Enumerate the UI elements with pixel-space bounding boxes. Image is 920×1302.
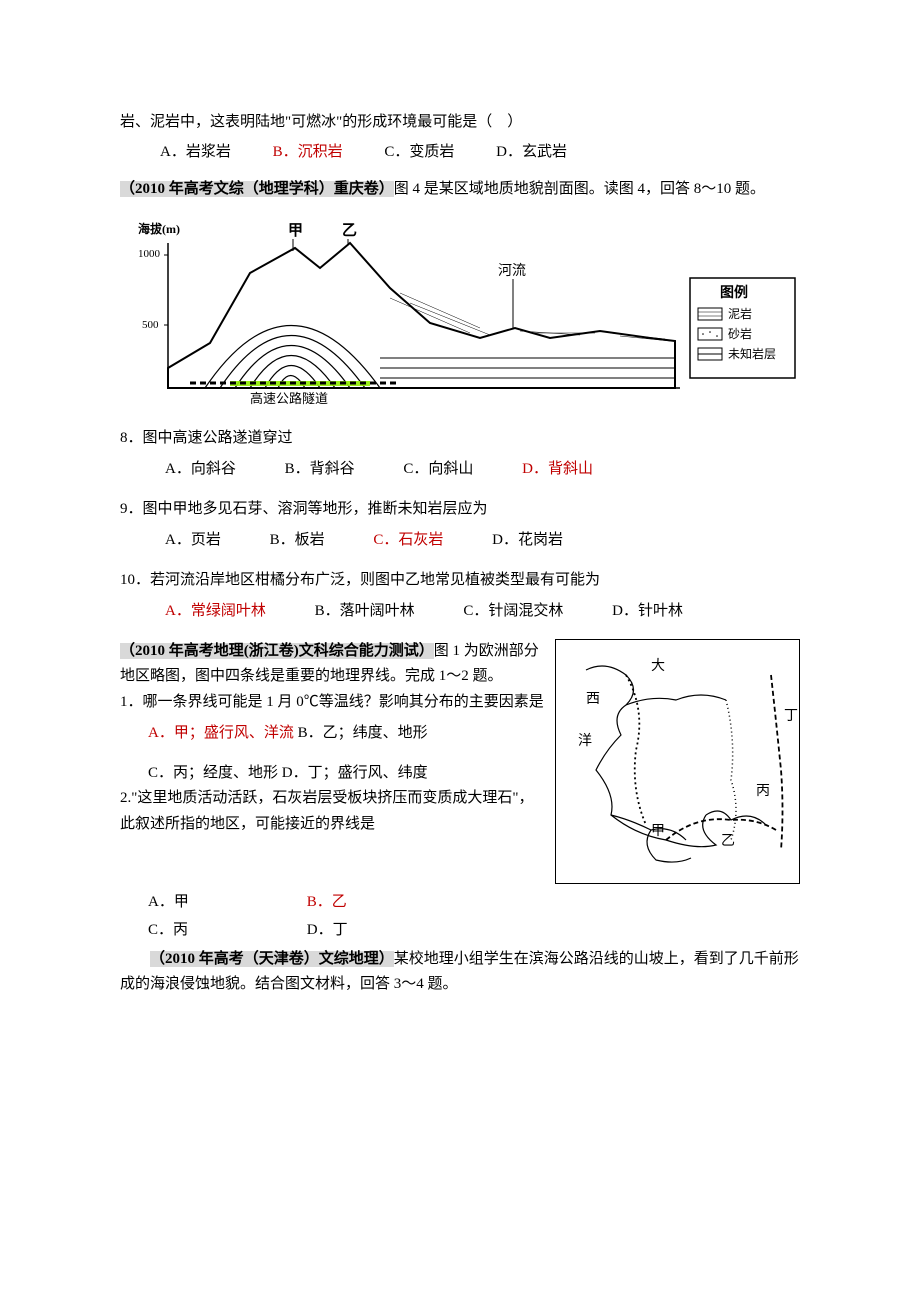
q9-opts: A．页岩 B．板岩 C．石灰岩 D．花岗岩 bbox=[120, 528, 800, 554]
map-label-ding: 丁 bbox=[784, 709, 798, 724]
q10: 10．若河流沿岸地区柑橘分布广泛，则图中乙地常见植被类型最有可能为 A．常绿阔叶… bbox=[120, 568, 800, 625]
map-label-bing: 丙 bbox=[756, 784, 770, 799]
intro-options: A．岩浆岩 B．沉积岩 C．变质岩 D．玄武岩 bbox=[120, 140, 800, 166]
q8-d: D．背斜山 bbox=[522, 461, 593, 477]
map-label-xi: 西 bbox=[586, 692, 600, 707]
intro-opt-a: A．岩浆岩 bbox=[160, 144, 231, 160]
q8-stem: 8．图中高速公路遂道穿过 bbox=[120, 426, 800, 452]
zhejiang-source: （2010 年高考地理(浙江卷)文科综合能力测试） bbox=[120, 643, 434, 659]
label-river: 河流 bbox=[498, 263, 526, 279]
label-tunnel: 高速公路隧道 bbox=[250, 391, 328, 406]
legend-item-2: 砂岩 bbox=[728, 326, 752, 341]
q1-a: A．甲；盛行风、洋流 bbox=[148, 725, 294, 741]
q2-c: C．丙 bbox=[148, 918, 303, 944]
q9-a: A．页岩 bbox=[165, 532, 221, 548]
q8-opts: A．向斜谷 B．背斜谷 C．向斜山 D．背斜山 bbox=[120, 457, 800, 483]
q2-b: B．乙 bbox=[307, 890, 462, 916]
q2-opts: A．甲 B．乙 C．丙 D．丁 bbox=[120, 890, 800, 944]
q1-b: B．乙；纬度、地形 bbox=[298, 725, 428, 741]
europe-map: 大 西 洋 甲 乙 丙 丁 bbox=[555, 639, 800, 884]
q9-stem: 9．图中甲地多见石芽、溶洞等地形，推断未知岩层应为 bbox=[120, 497, 800, 523]
q8: 8．图中高速公路遂道穿过 A．向斜谷 B．背斜谷 C．向斜山 D．背斜山 bbox=[120, 426, 800, 483]
q1-stem: 1．哪一条界线可能是 1 月 0℃等温线？影响其分布的主要因素是 bbox=[120, 690, 545, 716]
legend-title: 图例 bbox=[720, 284, 748, 301]
intro-stem: 岩、泥岩中，这表明陆地"可燃冰"的形成环境最可能是（ ） bbox=[120, 110, 800, 136]
chongqing-intro: （2010 年高考文综（地理学科）重庆卷）图 4 是某区域地质地貌剖面图。读图 … bbox=[120, 177, 800, 203]
q9-d: D．花岗岩 bbox=[492, 532, 563, 548]
map-label-da: 大 bbox=[651, 658, 665, 674]
legend-item-1: 泥岩 bbox=[728, 306, 752, 321]
q10-d: D．针叶林 bbox=[612, 603, 683, 619]
map-label-jia: 甲 bbox=[651, 824, 665, 839]
q1-c: C．丙；经度、地形 bbox=[148, 765, 278, 781]
q1-opts: A．甲；盛行风、洋流 B．乙；纬度、地形 C．丙；经度、地形 D．丁；盛行风、纬… bbox=[120, 721, 545, 786]
tianjin-block: （2010 年高考（天津卷）文综地理）某校地理小组学生在滨海公路沿线的山坡上，看… bbox=[120, 947, 800, 998]
y-axis-label: 海拔(m) bbox=[138, 221, 180, 236]
q2-stem: 2."这里地质活动活跃，石灰岩层受板块挤压而变质成大理石"，此叙述所指的地区，可… bbox=[120, 786, 545, 837]
intro-opt-d: D．玄武岩 bbox=[496, 144, 567, 160]
chongqing-source: （2010 年高考文综（地理学科）重庆卷） bbox=[120, 181, 394, 197]
q10-c: C．针阔混交林 bbox=[463, 603, 563, 619]
tianjin-source: （2010 年高考（天津卷）文综地理） bbox=[150, 951, 394, 967]
geology-figure: 海拔(m) 1000 500 bbox=[120, 213, 800, 408]
y-tick-1000: 1000 bbox=[138, 248, 161, 260]
map-label-yang: 洋 bbox=[578, 733, 592, 749]
intro-opt-c: C．变质岩 bbox=[384, 144, 454, 160]
q8-b: B．背斜谷 bbox=[285, 461, 355, 477]
q9-b: B．板岩 bbox=[270, 532, 325, 548]
q1-d: D．丁；盛行风、纬度 bbox=[282, 765, 428, 781]
map-label-yi: 乙 bbox=[721, 833, 735, 849]
intro-opt-b: B．沉积岩 bbox=[273, 144, 343, 160]
label-jia: 甲 bbox=[288, 222, 303, 239]
label-yi: 乙 bbox=[342, 223, 357, 239]
q9: 9．图中甲地多见石芽、溶洞等地形，推断未知岩层应为 A．页岩 B．板岩 C．石灰… bbox=[120, 497, 800, 554]
chongqing-intro-text: 图 4 是某区域地质地貌剖面图。读图 4，回答 8～10 题。 bbox=[394, 181, 765, 197]
q8-a: A．向斜谷 bbox=[165, 461, 236, 477]
q10-opts: A．常绿阔叶林 B．落叶阔叶林 C．针阔混交林 D．针叶林 bbox=[120, 599, 800, 625]
y-tick-500: 500 bbox=[142, 319, 159, 331]
q9-c: C．石灰岩 bbox=[373, 532, 443, 548]
q10-a: A．常绿阔叶林 bbox=[165, 603, 266, 619]
q2-d: D．丁 bbox=[307, 918, 462, 944]
zhejiang-intro-block: （2010 年高考地理(浙江卷)文科综合能力测试）图 1 为欧洲部分地区略图，图… bbox=[120, 639, 545, 690]
q2-a: A．甲 bbox=[148, 890, 303, 916]
q10-b: B．落叶阔叶林 bbox=[315, 603, 415, 619]
q10-stem: 10．若河流沿岸地区柑橘分布广泛，则图中乙地常见植被类型最有可能为 bbox=[120, 568, 800, 594]
q8-c: C．向斜山 bbox=[403, 461, 473, 477]
legend-item-3: 未知岩层 bbox=[728, 346, 776, 361]
